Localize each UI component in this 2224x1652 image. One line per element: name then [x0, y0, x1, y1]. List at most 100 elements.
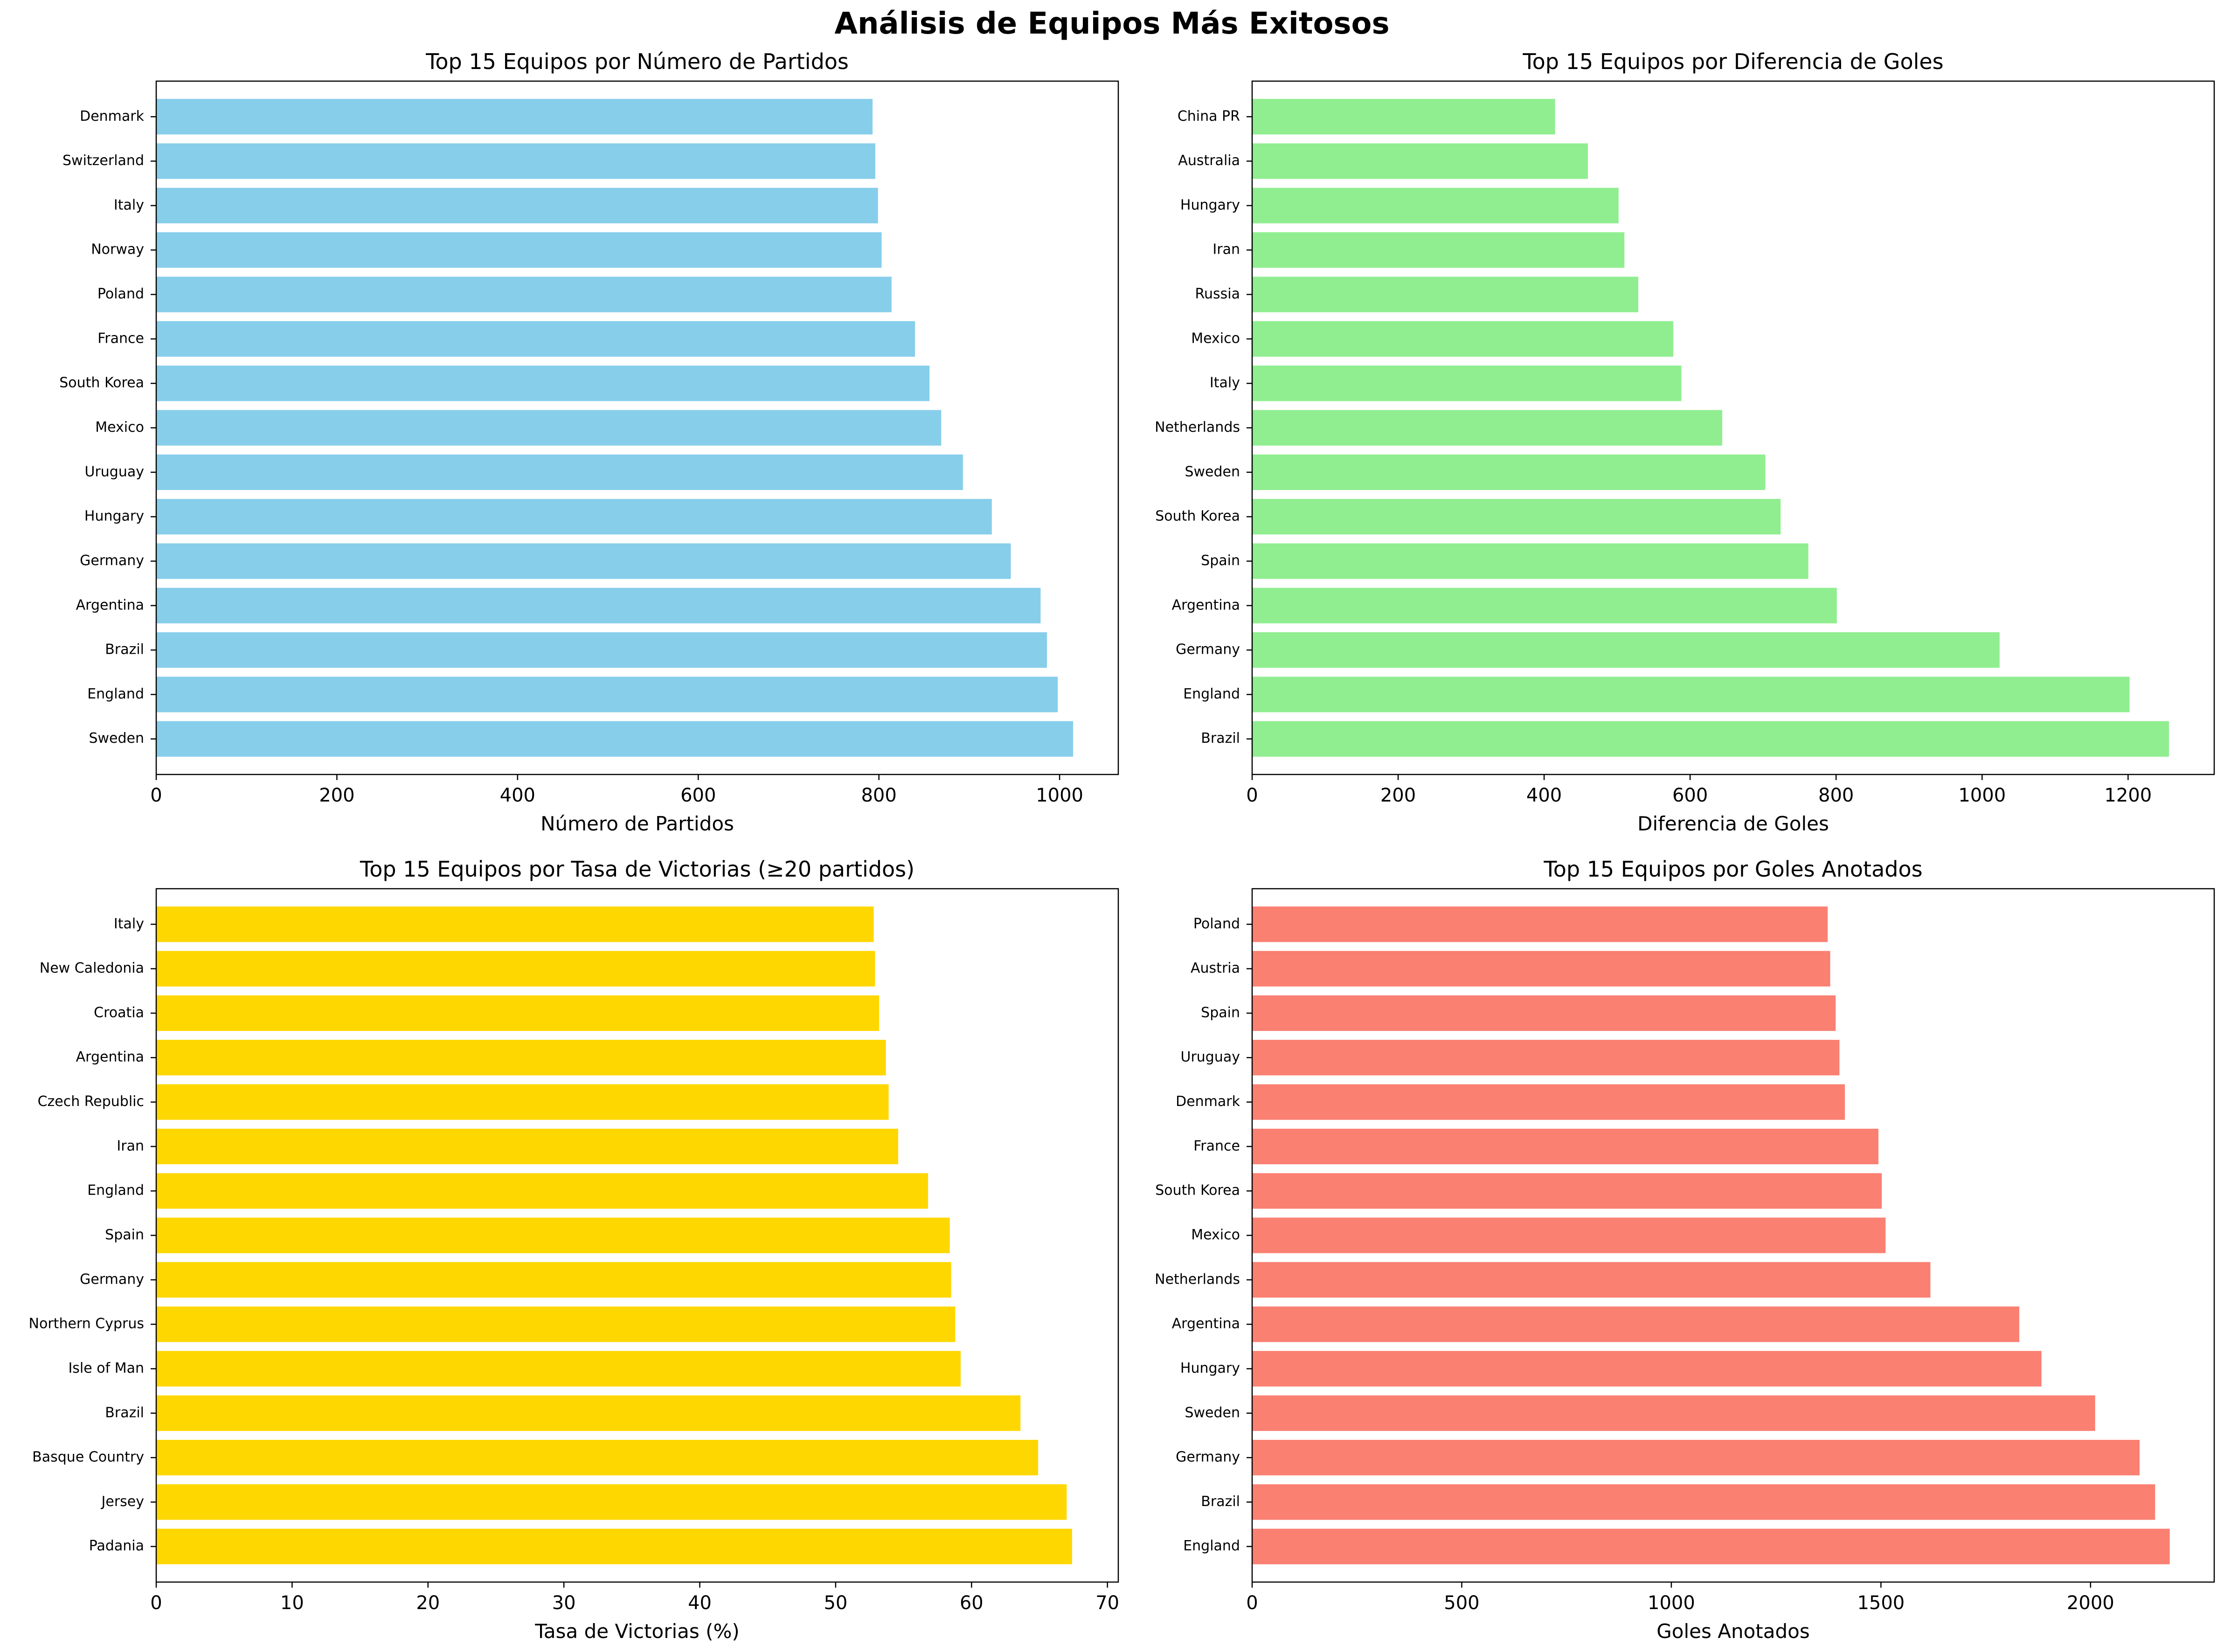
bar-argentina — [1252, 588, 1837, 623]
bar-netherlands — [1252, 1262, 1931, 1298]
x-tick-label: 1000 — [1648, 1592, 1695, 1614]
bar-iran — [1252, 232, 1625, 268]
y-tick-label: Netherlands — [1155, 1271, 1240, 1287]
y-tick-label: Uruguay — [1181, 1049, 1240, 1065]
y-tick-label: Argentina — [1172, 597, 1240, 613]
x-tick-label: 70 — [1095, 1592, 1119, 1614]
bar-basque-country — [156, 1439, 1039, 1476]
bar-jersey — [156, 1484, 1067, 1520]
bar-isle-of-man — [156, 1351, 961, 1387]
bar-norway — [156, 232, 882, 268]
bar-denmark — [156, 99, 873, 135]
x-tick-label: 1200 — [2104, 785, 2152, 806]
x-tick-label: 600 — [680, 785, 716, 806]
y-tick-label: Padania — [89, 1538, 144, 1554]
x-axis-label: Diferencia de Goles — [1637, 812, 1829, 835]
y-tick-label: Switzerland — [62, 152, 144, 169]
bar-argentina — [156, 1040, 886, 1076]
x-tick-label: 500 — [1444, 1592, 1479, 1614]
panel-title: Top 15 Equipos por Diferencia de Goles — [1522, 49, 1943, 74]
y-tick-label: Italy — [114, 197, 144, 213]
bar-england — [1252, 1528, 2170, 1564]
y-tick-label: Germany — [80, 1271, 144, 1287]
y-tick-label: Jersey — [101, 1493, 144, 1510]
x-tick-label: 400 — [500, 785, 535, 806]
y-tick-label: Spain — [1201, 1004, 1240, 1021]
bar-brazil — [1252, 1484, 2155, 1520]
bar-germany — [1252, 1439, 2140, 1476]
bar-spain — [1252, 543, 1808, 579]
x-tick-label: 20 — [416, 1592, 440, 1614]
bar-germany — [156, 543, 1011, 579]
bar-england — [156, 677, 1058, 712]
x-tick-label: 1000 — [1036, 785, 1083, 806]
bar-argentina — [156, 588, 1041, 623]
bar-italy — [156, 906, 874, 942]
x-tick-label: 40 — [688, 1592, 712, 1614]
bar-uruguay — [156, 454, 963, 490]
y-tick-label: Hungary — [84, 508, 144, 525]
bar-australia — [1252, 143, 1588, 179]
bar-south-korea — [1252, 499, 1781, 535]
panel-title: Top 15 Equipos por Goles Anotados — [1543, 857, 1922, 882]
y-tick-label: Germany — [1176, 1449, 1240, 1465]
y-tick-label: Argentina — [76, 1049, 144, 1065]
axes-frame — [155, 80, 1119, 775]
bar-brazil — [156, 1395, 1021, 1431]
bar-hungary — [156, 499, 992, 535]
x-tick-label: 0 — [150, 785, 162, 806]
x-tick-label: 30 — [552, 1592, 576, 1614]
y-tick-label: Spain — [1201, 553, 1240, 569]
bar-brazil — [156, 632, 1047, 668]
x-tick-label: 2000 — [2067, 1592, 2114, 1614]
bar-hungary — [1252, 1351, 2042, 1387]
y-tick-label: Brazil — [105, 642, 144, 658]
bar-england — [1252, 677, 2130, 712]
axes-frame — [1251, 888, 2215, 1583]
y-tick-label: Brazil — [1201, 730, 1240, 747]
bar-iran — [156, 1128, 898, 1164]
y-tick-label: Mexico — [95, 419, 144, 435]
y-tick-label: South Korea — [1155, 508, 1240, 525]
y-tick-label: Spain — [105, 1227, 144, 1243]
bar-new-caledonia — [156, 951, 875, 987]
bar-czech-republic — [156, 1084, 889, 1120]
bar-brazil — [1252, 721, 2169, 757]
x-tick-label: 800 — [1818, 785, 1854, 806]
bar-netherlands — [1252, 410, 1723, 446]
y-tick-label: Sweden — [1185, 463, 1240, 480]
y-tick-label: England — [1183, 1538, 1240, 1554]
bar-germany — [1252, 632, 2000, 668]
y-tick-label: Iran — [117, 1138, 144, 1154]
y-tick-label: New Caledonia — [40, 960, 144, 976]
figure-title: Análisis de Equipos Más Exitosos — [834, 7, 1390, 41]
bar-south-korea — [156, 366, 930, 401]
y-tick-label: Hungary — [1180, 197, 1240, 213]
y-tick-label: Netherlands — [1155, 419, 1240, 435]
bar-china-pr — [1252, 99, 1555, 135]
bar-spain — [1252, 995, 1836, 1031]
panel-goles-anotados: England Brazil Germany Sweden Hungary Argenti… — [1155, 857, 2215, 1643]
bar-hungary — [1252, 187, 1619, 224]
y-tick-label: Germany — [1176, 642, 1240, 658]
bar-sweden — [1252, 454, 1766, 490]
x-axis-label: Goles Anotados — [1656, 1620, 1809, 1643]
y-tick-label: Sweden — [1185, 1404, 1240, 1421]
panel-tasa-victorias: Padania Jersey Basque Country Brazil Isle of… — [29, 857, 1120, 1643]
x-tick-label: 200 — [1380, 785, 1416, 806]
x-tick-label: 50 — [824, 1592, 847, 1614]
y-tick-label: Australia — [1178, 152, 1240, 169]
y-tick-label: Italy — [114, 916, 144, 932]
x-axis-label: Número de Partidos — [540, 812, 734, 835]
bar-uruguay — [1252, 1040, 1840, 1076]
y-tick-label: Italy — [1210, 375, 1240, 391]
y-tick-label: Mexico — [1191, 1227, 1240, 1243]
bar-sweden — [1252, 1395, 2095, 1431]
y-tick-label: Norway — [91, 242, 144, 258]
bar-mexico — [1252, 1217, 1886, 1253]
x-tick-label: 0 — [1246, 1592, 1258, 1614]
x-tick-label: 200 — [319, 785, 354, 806]
bar-spain — [156, 1217, 950, 1253]
y-tick-label: Poland — [97, 286, 144, 302]
